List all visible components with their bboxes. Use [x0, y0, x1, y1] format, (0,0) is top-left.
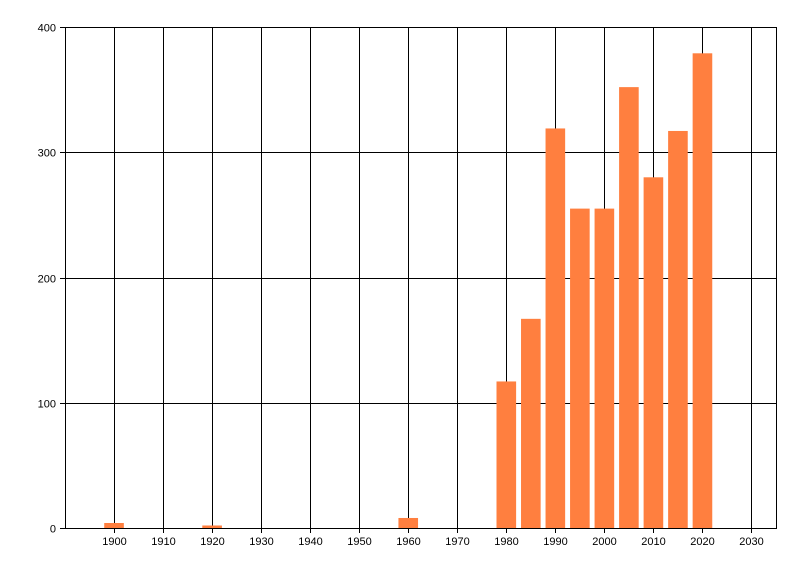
y-tick-label-200: 200 [38, 274, 56, 286]
x-tick-label-1990: 1990 [543, 536, 567, 548]
x-tick-label-1950: 1950 [347, 536, 371, 548]
plot-frame [65, 27, 777, 529]
x-tick-label-1920: 1920 [200, 536, 224, 548]
x-tick-label-2010: 2010 [641, 536, 665, 548]
x-tick-label-1980: 1980 [494, 536, 518, 548]
bar-1920 [202, 525, 222, 528]
y-tick-label-0: 0 [50, 524, 56, 536]
bar-1900 [104, 522, 124, 528]
bar-1990 [545, 128, 566, 528]
x-tick-label-2020: 2020 [690, 536, 714, 548]
x-tick-label-1970: 1970 [445, 536, 469, 548]
y-tick-label-400: 400 [38, 23, 56, 35]
bar-1980 [496, 381, 517, 528]
x-tick-label-1900: 1900 [102, 536, 126, 548]
y-tick-label-100: 100 [38, 399, 56, 411]
bar-1960 [398, 517, 419, 528]
x-tick-label-2000: 2000 [592, 536, 616, 548]
bar-1995 [570, 208, 590, 529]
axes [65, 27, 777, 529]
x-tick-label-1940: 1940 [298, 536, 322, 548]
bar-1985 [521, 318, 541, 528]
bars [104, 53, 713, 529]
x-tick-label-1960: 1960 [396, 536, 420, 548]
x-tick-label-1910: 1910 [151, 536, 175, 548]
bar-2020 [692, 53, 713, 529]
bar-2010 [643, 177, 664, 529]
tick-labels: 1900 1910 1920 1930 1940 1950 1960 1970 1980 1990… [38, 23, 764, 549]
bar-2000 [594, 208, 615, 529]
x-tick-label-2030: 2030 [739, 536, 763, 548]
y-tick-label-300: 300 [38, 148, 56, 160]
bar-2015 [668, 130, 688, 528]
x-tick-label-1930: 1930 [249, 536, 273, 548]
bar-2005 [619, 87, 639, 529]
